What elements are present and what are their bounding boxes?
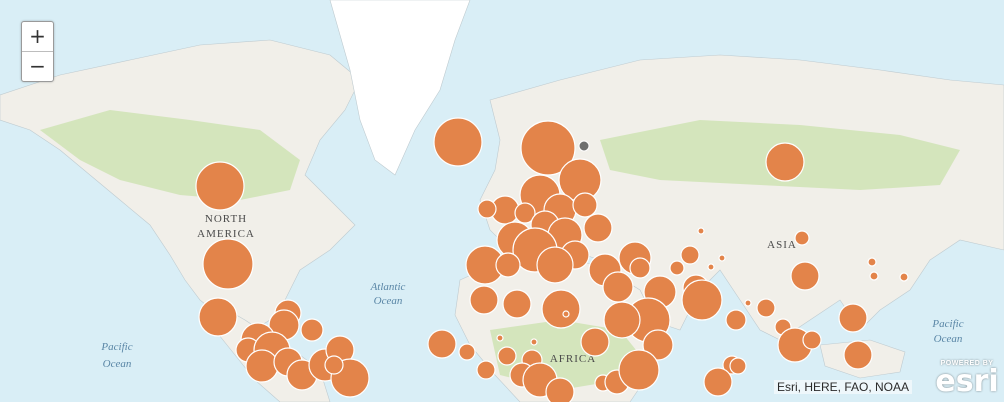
map-marker[interactable] [618, 349, 660, 391]
map-marker[interactable] [843, 340, 873, 370]
label-pacific-east-line1: Pacific [931, 318, 963, 330]
map-marker[interactable] [458, 343, 476, 361]
label-africa: AFRICA [550, 353, 596, 365]
map-marker[interactable] [669, 260, 685, 276]
map-marker[interactable] [530, 338, 538, 346]
map-marker[interactable] [602, 271, 634, 303]
map-marker[interactable] [545, 377, 575, 402]
map-marker-gray[interactable] [578, 140, 590, 152]
map-marker[interactable] [477, 199, 497, 219]
map-marker[interactable] [520, 120, 576, 176]
map-marker[interactable] [495, 252, 521, 278]
map-marker[interactable] [802, 330, 822, 350]
zoom-in-button[interactable]: + [29, 24, 46, 48]
map-marker[interactable] [536, 246, 574, 284]
map-marker[interactable] [603, 301, 641, 339]
map-marker[interactable] [198, 297, 238, 337]
map-marker[interactable] [502, 289, 532, 319]
map-marker[interactable] [202, 238, 254, 290]
label-pacific-west-line2: Ocean [103, 358, 132, 370]
map-marker[interactable] [572, 192, 598, 218]
map-marker[interactable] [324, 355, 344, 375]
map-marker[interactable] [541, 289, 581, 329]
map-marker[interactable] [514, 202, 536, 224]
map-attribution: Esri, HERE, FAO, NOAA [774, 380, 913, 394]
map-marker[interactable] [725, 309, 747, 331]
map-marker[interactable] [697, 227, 705, 235]
map-marker[interactable] [707, 263, 715, 271]
label-atlantic-line1: Atlantic [370, 281, 406, 293]
map-marker[interactable] [562, 310, 570, 318]
esri-logo-wordmark: esri [935, 364, 999, 399]
greenland-landmass [329, 0, 471, 176]
map-marker[interactable] [629, 257, 651, 279]
map-marker[interactable] [195, 161, 245, 211]
map-marker[interactable] [729, 357, 747, 375]
map-marker[interactable] [681, 279, 723, 321]
map-marker[interactable] [765, 142, 805, 182]
map-marker[interactable] [680, 245, 700, 265]
map-marker[interactable] [756, 298, 776, 318]
map-marker[interactable] [469, 285, 499, 315]
zoom-control: + − [21, 21, 54, 82]
map-marker[interactable] [703, 367, 733, 397]
label-pacific-east-line2: Ocean [934, 333, 963, 345]
map-marker[interactable] [794, 230, 810, 246]
map-marker[interactable] [718, 254, 726, 262]
map-marker[interactable] [427, 329, 457, 359]
map-marker[interactable] [869, 271, 879, 281]
map-marker[interactable] [497, 346, 517, 366]
zoom-out-button[interactable]: − [22, 51, 53, 81]
map-marker[interactable] [867, 257, 877, 267]
map-marker[interactable] [642, 329, 674, 361]
label-asia: ASIA [767, 239, 797, 251]
map-marker[interactable] [476, 360, 496, 380]
label-north-america-line1: NORTH [205, 213, 247, 225]
map-marker[interactable] [433, 117, 483, 167]
label-pacific-west-line1: Pacific [100, 341, 132, 353]
map-marker[interactable] [300, 318, 324, 342]
esri-logo[interactable]: POWERED BY esri [934, 360, 1000, 400]
map-marker[interactable] [496, 334, 504, 342]
map-marker[interactable] [580, 327, 610, 357]
label-atlantic-line2: Ocean [374, 295, 403, 307]
map-marker[interactable] [899, 272, 909, 282]
map-marker[interactable] [838, 303, 868, 333]
esri-logo-powered-by: POWERED BY [940, 360, 994, 367]
map-marker[interactable] [583, 213, 613, 243]
map-marker[interactable] [245, 349, 279, 383]
map-marker[interactable] [744, 299, 752, 307]
map-marker[interactable] [790, 261, 820, 291]
marker-layer [195, 117, 909, 402]
label-north-america-line2: AMERICA [197, 228, 255, 240]
